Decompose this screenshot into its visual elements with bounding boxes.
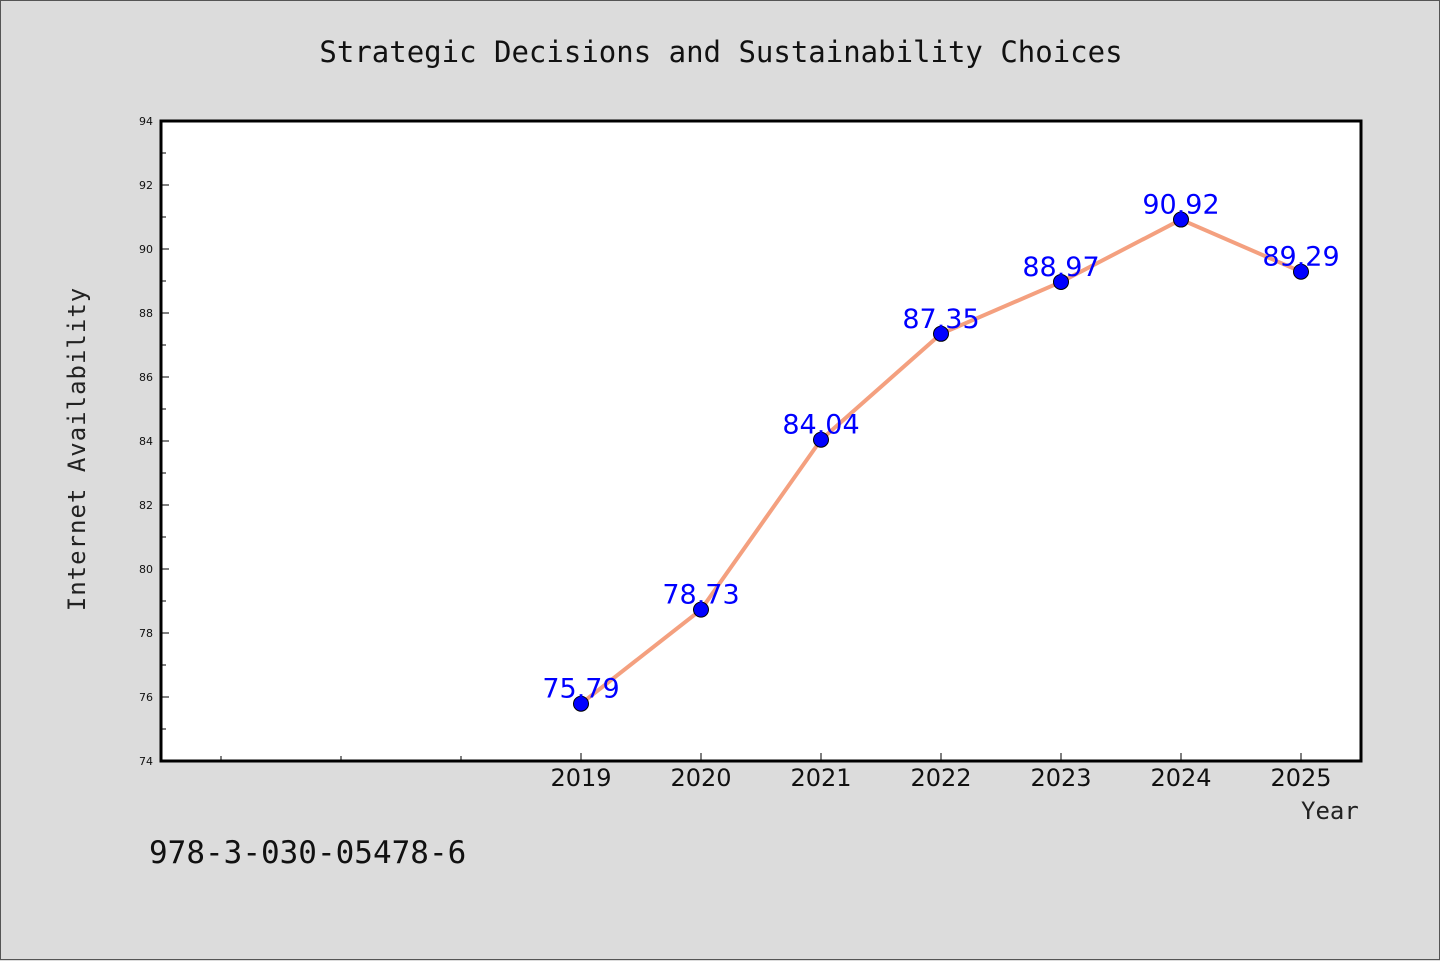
data-label: 87.35 <box>902 304 979 335</box>
data-point <box>933 325 949 342</box>
data-label: 89.29 <box>1262 242 1339 273</box>
data-point <box>813 431 829 448</box>
y-tick-label: 74 <box>139 755 153 768</box>
y-tick-label: 78 <box>139 627 153 640</box>
y-tick-label: 76 <box>139 691 153 704</box>
data-point <box>1173 211 1189 228</box>
y-tick-label: 94 <box>139 115 153 128</box>
data-label: 88.97 <box>1022 252 1099 283</box>
x-tick-label: 2019 <box>550 764 611 792</box>
data-point <box>573 695 589 712</box>
y-tick-label: 88 <box>139 307 153 320</box>
y-tick-label: 92 <box>139 179 153 192</box>
data-point <box>1293 263 1309 280</box>
y-tick-label: 86 <box>139 371 153 384</box>
data-point <box>693 601 709 618</box>
data-label: 78.73 <box>662 580 739 611</box>
x-tick-label: 2023 <box>1030 764 1091 792</box>
x-tick-label: 2025 <box>1270 764 1331 792</box>
data-point <box>1053 273 1069 290</box>
x-tick-label: 2020 <box>670 764 731 792</box>
y-tick-label: 84 <box>139 435 153 448</box>
data-label: 90.92 <box>1142 190 1219 221</box>
x-axis-label: Year <box>1301 797 1359 825</box>
plot-background <box>161 121 1361 761</box>
data-label: 75.79 <box>542 674 619 705</box>
y-tick-label: 82 <box>139 499 153 512</box>
x-tick-label: 2021 <box>790 764 851 792</box>
y-tick-label: 90 <box>139 243 153 256</box>
footnote-isbn: 978-3-030-05478-6 <box>149 835 467 871</box>
x-tick-label: 2024 <box>1150 764 1211 792</box>
x-tick-label: 2022 <box>910 764 971 792</box>
y-tick-label: 80 <box>139 563 153 576</box>
chart-title: Strategic Decisions and Sustainability C… <box>319 35 1123 69</box>
data-label: 84.04 <box>782 410 859 441</box>
